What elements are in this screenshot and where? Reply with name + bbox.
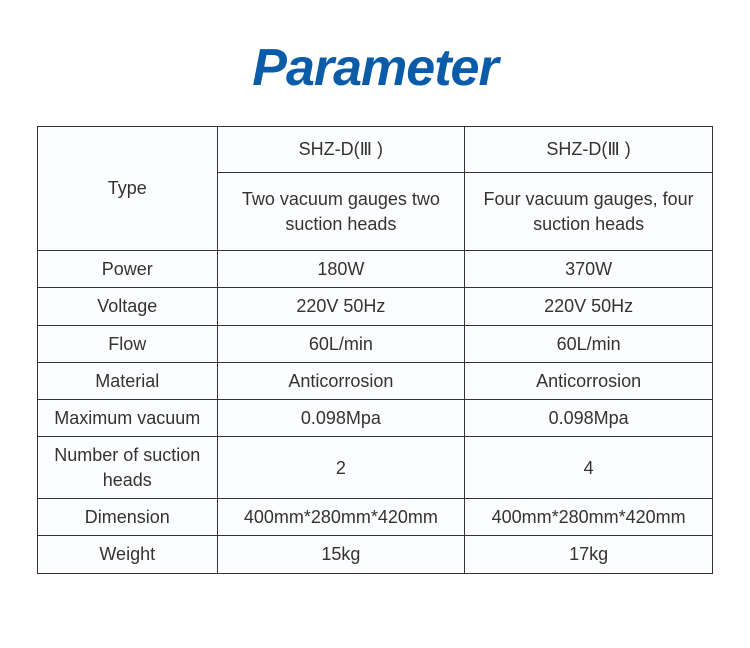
row-value-b: 60L/min <box>465 325 713 362</box>
desc-a-cell: Two vacuum gauges two suction heads <box>217 173 465 251</box>
row-value-b: 17kg <box>465 536 713 573</box>
page-title: Parameter <box>252 38 497 98</box>
table-row: Weight 15kg 17kg <box>38 536 713 573</box>
table-row: Dimension 400mm*280mm*420mm 400mm*280mm*… <box>38 499 713 536</box>
table-row: Power 180W 370W <box>38 251 713 288</box>
row-value-a: 15kg <box>217 536 465 573</box>
row-value-a: 2 <box>217 437 465 499</box>
row-label: Weight <box>38 536 218 573</box>
row-value-b: 0.098Mpa <box>465 400 713 437</box>
type-label-cell: Type <box>38 127 218 251</box>
table-row: Maximum vacuum 0.098Mpa 0.098Mpa <box>38 400 713 437</box>
row-label: Dimension <box>38 499 218 536</box>
row-label: Material <box>38 362 218 399</box>
row-label: Flow <box>38 325 218 362</box>
model-a-cell: SHZ-D(Ⅲ ) <box>217 127 465 173</box>
table-row: Flow 60L/min 60L/min <box>38 325 713 362</box>
row-value-a: Anticorrosion <box>217 362 465 399</box>
row-label: Power <box>38 251 218 288</box>
row-value-a: 220V 50Hz <box>217 288 465 325</box>
row-value-b: 370W <box>465 251 713 288</box>
parameter-table: Type SHZ-D(Ⅲ ) SHZ-D(Ⅲ ) Two vacuum gaug… <box>37 126 713 574</box>
row-value-b: 220V 50Hz <box>465 288 713 325</box>
row-label: Maximum vacuum <box>38 400 218 437</box>
row-value-a: 180W <box>217 251 465 288</box>
row-value-b: 400mm*280mm*420mm <box>465 499 713 536</box>
row-value-b: 4 <box>465 437 713 499</box>
table-row: Material Anticorrosion Anticorrosion <box>38 362 713 399</box>
row-label: Number of suction heads <box>38 437 218 499</box>
table-row: Number of suction heads 2 4 <box>38 437 713 499</box>
desc-b-cell: Four vacuum gauges, four suction heads <box>465 173 713 251</box>
row-value-b: Anticorrosion <box>465 362 713 399</box>
row-value-a: 0.098Mpa <box>217 400 465 437</box>
model-b-cell: SHZ-D(Ⅲ ) <box>465 127 713 173</box>
row-value-a: 60L/min <box>217 325 465 362</box>
row-value-a: 400mm*280mm*420mm <box>217 499 465 536</box>
table-row: Voltage 220V 50Hz 220V 50Hz <box>38 288 713 325</box>
row-label: Voltage <box>38 288 218 325</box>
